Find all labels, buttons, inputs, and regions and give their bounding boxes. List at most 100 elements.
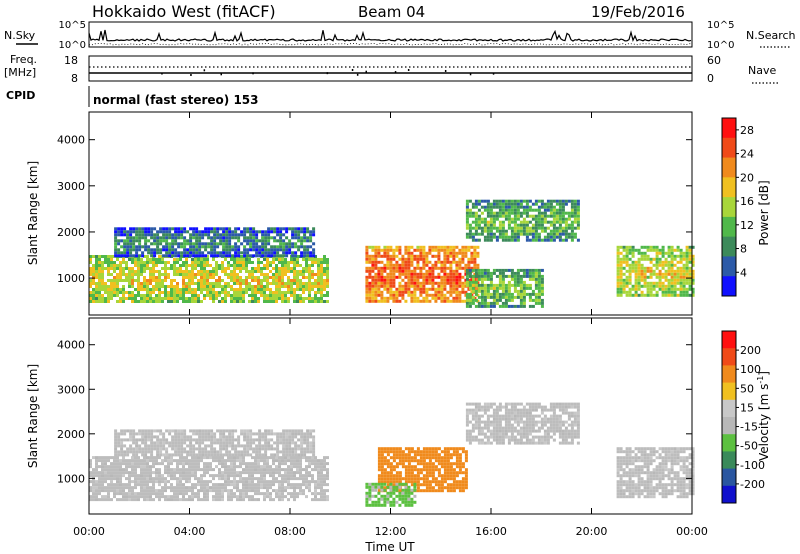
frequency-spikes (161, 68, 495, 76)
nave-tick-0: 60 (707, 54, 721, 67)
frequency-panel (88, 55, 693, 82)
power-axes-ylabel-0: 1000 (57, 272, 85, 285)
velocity-ylabel: Slant Range [km] (26, 364, 40, 468)
velocity-panel: 1000 2000 3000 4000 (57, 317, 695, 515)
vel-cbar-swatch-9 (722, 485, 736, 504)
power-cbar-swatch-3 (722, 177, 736, 198)
power-cbar-label-1: 8 (740, 243, 747, 256)
power-cbar-label-0: 4 (740, 266, 747, 279)
velocity-colorbar-label-main: Velocity [m s (757, 384, 771, 461)
freq-tick-0: 18 (64, 54, 78, 67)
velocity-colorbar-label-end: ] (757, 371, 771, 376)
noise-tick-right-0: 10^5 (707, 20, 734, 31)
station-title: Hokkaido West (fitACF) (92, 2, 276, 21)
vel-cbar-swatch-0 (722, 331, 736, 349)
vel-cbar-swatch-8 (722, 468, 736, 487)
time-axis-title: Time UT (364, 540, 415, 554)
vel-cbar-label-3: 15 (740, 401, 754, 414)
power-cells-region-4 (465, 199, 580, 242)
power-cbar-swatch-5 (722, 216, 736, 238)
noise-search-trace (88, 43, 693, 46)
velocity-heatmap (89, 402, 695, 507)
time-tick-1: 04:00 (174, 525, 206, 538)
vel-axes-ylabel-1: 2000 (57, 428, 85, 441)
power-cbar-swatch-4 (722, 197, 736, 218)
vel-cbar-swatch-3 (722, 382, 736, 401)
time-tick-5: 20:00 (576, 525, 608, 538)
vel-cbar-frame (721, 330, 737, 504)
power-cbar-label-4: 20 (740, 171, 754, 184)
cpid-label: CPID (6, 89, 35, 102)
power-cells-region-0 (89, 255, 329, 303)
power-cbar-swatch-7 (722, 256, 736, 277)
power-cbar-swatch-8 (722, 276, 736, 297)
vel-cells-region-1 (114, 429, 316, 457)
vel-axes-ylabel-3: 4000 (57, 339, 85, 352)
velocity-colorbar: 200 100 50 15 -15 -50 -100 -200 (721, 330, 765, 504)
vel-cells-region-5 (616, 447, 695, 499)
power-cells-region-5 (616, 245, 695, 297)
power-axes-ylabel-3: 4000 (57, 134, 85, 147)
velocity-colorbar-label: Velocity [m s-1] (756, 371, 771, 461)
vel-cbar-label-4: -15 (740, 421, 758, 434)
power-cells-region-1 (114, 227, 316, 258)
vel-cbar-label-2: 50 (740, 382, 754, 395)
vel-axes-ylabel-0: 1000 (57, 472, 85, 485)
power-heatmap (89, 199, 695, 308)
power-cbar-swatch-1 (722, 137, 736, 159)
power-axes-ylabel-2: 3000 (57, 180, 85, 193)
power-axes: 1000 2000 3000 4000 (57, 112, 693, 315)
noise-tick-right-1: 10^0 (707, 40, 734, 51)
power-ylabel: Slant Range [km] (26, 161, 40, 265)
vel-cbar-swatch-4 (722, 399, 736, 418)
power-cells-region-3 (465, 268, 544, 308)
date-label: 19/Feb/2016 (591, 3, 685, 21)
vel-cbar-label-5: -50 (740, 440, 758, 453)
vel-cbar-label-6: -100 (740, 459, 765, 472)
time-tick-6: 00:00 (676, 525, 708, 538)
freq-label-line1: Freq. (10, 53, 37, 66)
power-cbar-frame (721, 117, 737, 297)
vel-cells-region-2 (377, 447, 468, 493)
power-cbar-label-6: 28 (740, 124, 754, 137)
power-cells-region-2 (365, 245, 480, 303)
beam-label: Beam 04 (358, 3, 425, 21)
vel-cbar-swatch-1 (722, 348, 736, 366)
power-cbar-swatch-2 (722, 157, 736, 178)
vel-cells-region-0 (89, 456, 329, 502)
vel-cells-region-3 (365, 482, 417, 507)
power-cbar-swatch-0 (722, 118, 736, 139)
power-panel: 1000 2000 3000 4000 (57, 111, 695, 316)
power-axes-ylabel-1: 2000 (57, 226, 85, 239)
vel-cbar-swatch-7 (722, 451, 736, 470)
vel-cbar-swatch-6 (722, 434, 736, 452)
vel-cbar-label-0: 200 (740, 344, 761, 357)
vel-cells-region-4 (465, 402, 580, 445)
velocity-axes: 1000 2000 3000 4000 (57, 318, 693, 514)
time-tick-4: 16:00 (475, 525, 507, 538)
velocity-colorbar-label-exponent: -1 (756, 376, 765, 384)
nsearch-label: N.Search (746, 29, 796, 42)
nsky-label: N.Sky (4, 29, 36, 42)
vel-cbar-label-7: -200 (740, 478, 765, 491)
cpid-text: normal (fast stereo) 153 (93, 93, 259, 107)
power-cbar-label-5: 24 (740, 148, 754, 161)
noise-tick-left-0: 10^5 (59, 20, 86, 31)
power-colorbar: 4 8 12 16 20 24 28 (721, 117, 754, 297)
power-cbar-label-2: 12 (740, 219, 754, 232)
vel-cbar-swatch-5 (722, 417, 736, 435)
vel-cbar-label-1: 100 (740, 363, 761, 376)
power-cbar-swatch-6 (722, 236, 736, 257)
freq-label-line2: [MHz] (4, 66, 36, 79)
freq-tick-1: 8 (71, 72, 78, 85)
time-tick-0: 00:00 (73, 525, 105, 538)
power-cbar-label-3: 16 (740, 195, 754, 208)
time-axis-labels: 00:00 04:00 08:00 12:00 16:00 20:00 00:00 (73, 525, 708, 538)
noise-sky-trace (88, 29, 692, 42)
nave-label: Nave (748, 64, 776, 77)
vel-cbar-swatch-2 (722, 365, 736, 384)
vel-axes-ylabel-2: 3000 (57, 383, 85, 396)
noise-panel (88, 21, 693, 48)
power-colorbar-label: Power [dB] (757, 180, 771, 245)
